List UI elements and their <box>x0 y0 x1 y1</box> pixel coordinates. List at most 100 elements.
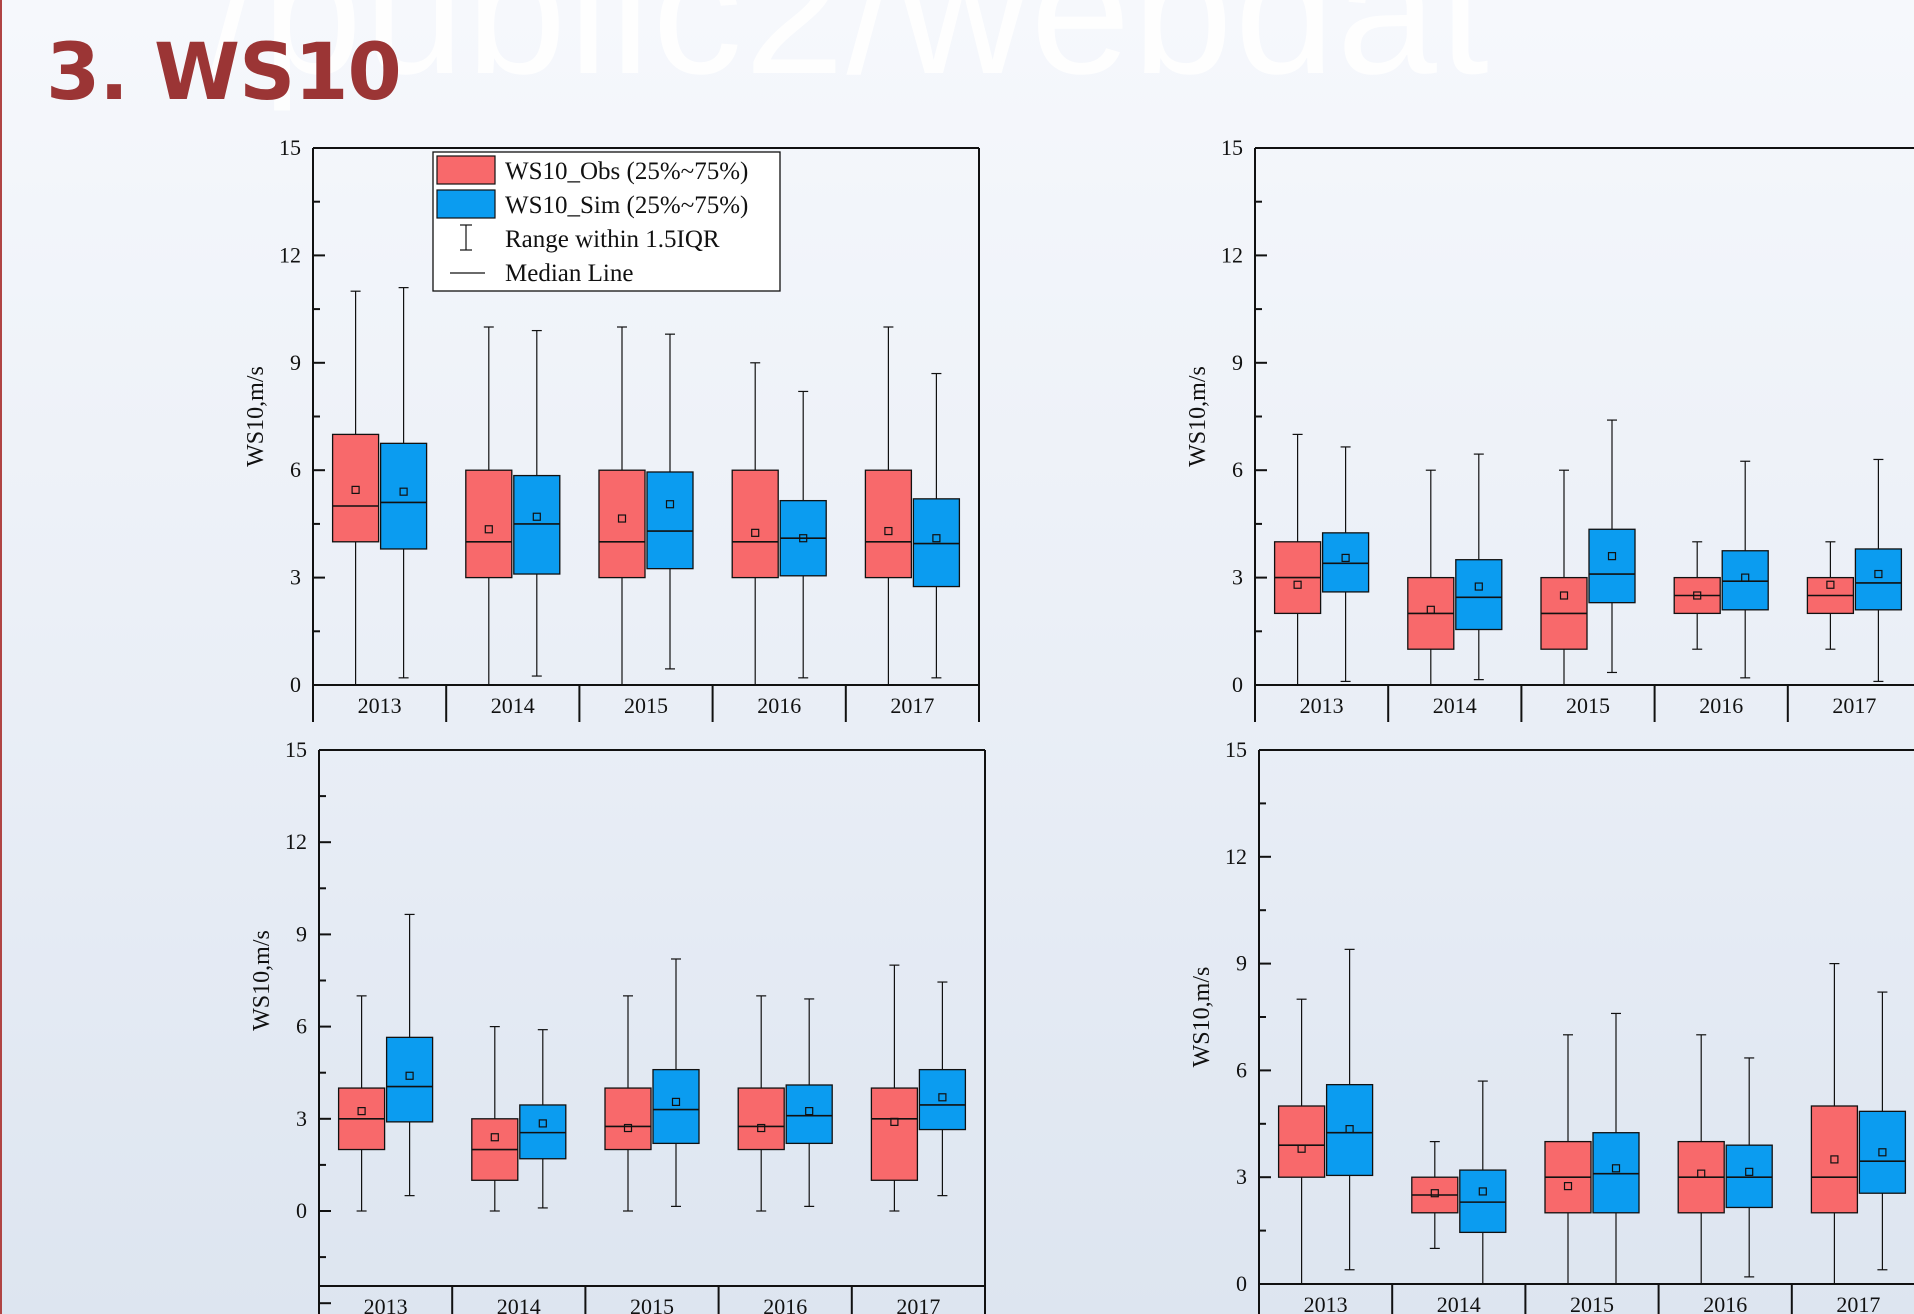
sim-box-2014 <box>519 1029 567 1209</box>
iqr-box <box>918 1068 967 1131</box>
iqr-box <box>737 1087 785 1151</box>
mean-marker <box>938 1093 947 1102</box>
sim-box-2016 <box>1721 460 1769 679</box>
iqr-box <box>1321 532 1370 593</box>
y-tick-label: 6 <box>296 1014 307 1039</box>
x-tick-label: 2013 <box>1300 693 1344 718</box>
iqr-box <box>1858 1110 1907 1194</box>
x-tick-label: 2017 <box>1832 693 1876 718</box>
mean-marker <box>1426 605 1435 614</box>
y-tick-label: 0 <box>1236 1271 1247 1296</box>
mean-marker <box>1430 1189 1439 1198</box>
sim-box-2013 <box>385 913 434 1197</box>
x-tick-label: 2014 <box>491 693 535 718</box>
sim-box-2015 <box>652 958 700 1207</box>
y-tick-label: 3 <box>296 1106 307 1131</box>
y-tick-label: 3 <box>1236 1164 1247 1189</box>
mean-marker <box>799 534 808 543</box>
mean-marker <box>405 1071 414 1080</box>
chart-panel-3: 0 3 6 9 12 15 WS10,m/s 2013 2014 2015 2016 2017 <box>249 737 986 1314</box>
sim-box-2016 <box>1725 1057 1773 1278</box>
y-axis-label: WS10,m/s <box>249 930 275 1031</box>
slide-title: 3. WS10 <box>46 28 402 118</box>
iqr-box <box>598 469 646 579</box>
x-tick-label: 2015 <box>1570 1292 1614 1314</box>
obs-box-2016 <box>731 362 779 686</box>
mean-marker <box>538 1119 547 1128</box>
mean-marker <box>1559 591 1569 600</box>
y-tick-label: 0 <box>296 1198 307 1223</box>
x-tick-label: 2014 <box>1433 693 1477 718</box>
obs-box-2013 <box>1273 433 1322 686</box>
y-tick-label: 9 <box>1236 951 1247 976</box>
mean-marker <box>357 1107 366 1116</box>
x-tick-label: 2013 <box>1304 1292 1348 1314</box>
y-tick-label: 9 <box>1232 350 1243 375</box>
y-tick-label: 6 <box>290 457 301 482</box>
sim-box-2017 <box>1854 458 1903 683</box>
mean-marker <box>1745 1167 1754 1176</box>
mean-marker <box>1611 1164 1621 1173</box>
legend: WS10_Obs (25%~75%) WS10_Sim (25%~75%) Rang… <box>432 151 781 292</box>
sim-box-2013 <box>1321 446 1370 683</box>
x-tick-label: 2016 <box>1703 1292 1747 1314</box>
mean-marker <box>751 528 760 537</box>
mean-marker <box>1341 553 1350 563</box>
iqr-box <box>1277 1105 1326 1178</box>
y-tick-label: 12 <box>285 829 307 854</box>
sim-box-2015 <box>646 333 694 670</box>
y-tick-label: 6 <box>1236 1057 1247 1082</box>
iqr-box <box>912 498 961 588</box>
iqr-box <box>646 471 694 570</box>
iqr-box <box>1588 528 1636 604</box>
y-axis-label: WS10,m/s <box>1185 366 1211 467</box>
mean-marker <box>1693 591 1702 600</box>
y-tick-label: 9 <box>290 350 301 375</box>
chart-panel-2: 0 3 6 9 12 15 WS10,m/s 2013 2014 2015 2016 2017 <box>1185 135 1914 722</box>
obs-box-2016 <box>1673 541 1721 650</box>
obs-box-2014 <box>465 326 513 686</box>
sim-box-2017 <box>918 981 967 1197</box>
mean-marker <box>1697 1169 1706 1178</box>
mean-marker <box>1741 573 1750 582</box>
obs-box-2014 <box>1411 1140 1459 1250</box>
sim-box-2015 <box>1588 419 1636 674</box>
mean-marker <box>532 512 541 521</box>
iqr-box <box>1325 1083 1374 1177</box>
mean-marker <box>1874 569 1883 579</box>
y-axis-label: WS10,m/s <box>243 366 269 467</box>
x-tick-label: 2013 <box>364 1294 408 1314</box>
iqr-box <box>379 442 428 550</box>
y-tick-label: 0 <box>1232 672 1243 697</box>
watermark-text: /public2/webdat <box>210 0 1491 112</box>
mean-marker <box>1474 582 1483 591</box>
sim-box-2014 <box>1459 1080 1507 1285</box>
obs-box-2017 <box>864 326 913 686</box>
mean-marker <box>623 1123 633 1133</box>
obs-box-2014 <box>1407 469 1455 686</box>
legend-sim-swatch <box>436 189 496 219</box>
left-accent-rule <box>0 0 2 1314</box>
iqr-box <box>1721 550 1769 611</box>
mean-marker <box>1297 1144 1306 1153</box>
mean-marker <box>484 525 493 534</box>
iqr-box <box>864 469 913 579</box>
iqr-box <box>1810 1105 1859 1214</box>
mean-marker <box>1878 1148 1887 1157</box>
y-tick-label: 12 <box>1221 242 1243 267</box>
legend-obs-label: WS10_Obs (25%~75%) <box>505 158 748 185</box>
obs-box-2017 <box>1810 962 1859 1285</box>
y-tick-label: 15 <box>279 135 301 160</box>
mean-marker <box>757 1123 766 1133</box>
y-tick-label: 3 <box>290 565 301 590</box>
mean-marker <box>671 1097 681 1106</box>
mean-marker <box>1607 552 1617 561</box>
x-tick-label: 2017 <box>896 1294 940 1314</box>
sim-box-2016 <box>785 998 833 1207</box>
iqr-box <box>1854 548 1903 611</box>
y-tick-label: 12 <box>1225 844 1247 869</box>
iqr-box <box>465 469 513 579</box>
mean-marker <box>1345 1125 1354 1134</box>
obs-box-2016 <box>1677 1034 1725 1285</box>
y-tick-label: 12 <box>279 242 301 267</box>
